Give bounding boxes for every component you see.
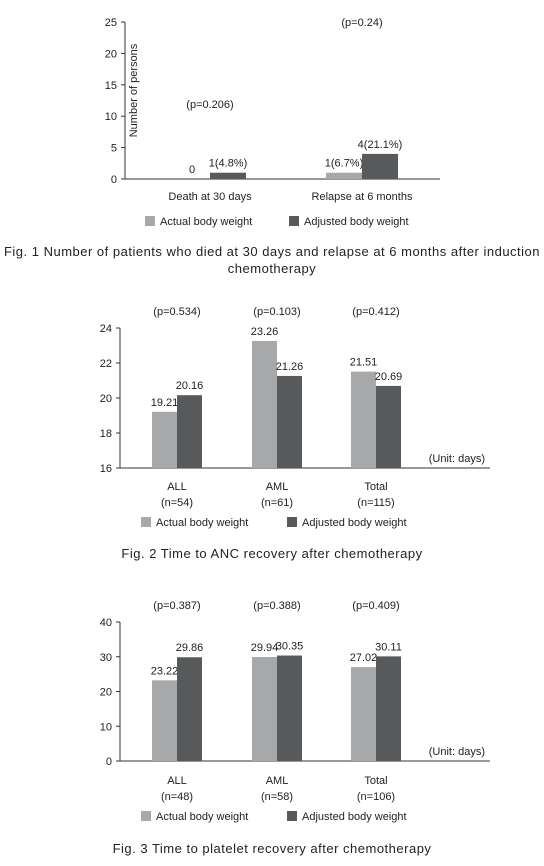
data-label: 21.26 xyxy=(276,361,304,373)
y-axis-label: Number of persons xyxy=(128,43,140,137)
y-tick-label: 20 xyxy=(100,687,112,699)
bar-actual xyxy=(351,371,376,468)
legend-label-actual: Actual body weight xyxy=(156,811,248,823)
y-tick-label: 10 xyxy=(100,721,112,733)
y-tick-label: 0 xyxy=(111,174,117,186)
data-label: 4(21.1%) xyxy=(358,139,403,151)
data-label: 21.51 xyxy=(350,357,378,369)
sample-size-label: (n=106) xyxy=(357,791,395,803)
data-label: 30.35 xyxy=(276,641,304,653)
y-tick-label: 10 xyxy=(105,111,117,123)
sample-size-label: (n=115) xyxy=(357,497,394,509)
category-label: Death at 30 days xyxy=(168,191,252,203)
bar-adjusted xyxy=(210,172,246,179)
category-label: AML xyxy=(266,775,289,787)
y-tick-label: 24 xyxy=(100,323,112,335)
sample-size-label: (n=61) xyxy=(261,497,293,509)
p-value-label: (p=0.387) xyxy=(153,600,200,612)
category-label: Total xyxy=(364,481,387,493)
sample-size-label: (n=54) xyxy=(161,497,193,509)
data-label: 23.26 xyxy=(251,326,279,338)
figure-2-caption: Fig. 2 Time to ANC recovery after chemot… xyxy=(121,546,423,561)
legend-label-adjusted: Adjusted body weight xyxy=(304,216,409,228)
y-tick-label: 18 xyxy=(100,428,112,440)
category-label: ALL xyxy=(167,481,187,493)
y-tick-label: 22 xyxy=(100,358,112,370)
data-label: 29.86 xyxy=(176,642,204,654)
unit-label: (Unit: days) xyxy=(429,453,485,465)
y-tick-label: 0 xyxy=(106,756,112,768)
y-tick-label: 20 xyxy=(100,393,112,405)
data-label: 20.69 xyxy=(375,371,403,383)
data-label: 19.21 xyxy=(151,397,179,409)
bar-adjusted xyxy=(362,153,398,179)
p-value-label: (p=0.388) xyxy=(253,600,300,612)
y-tick-label: 30 xyxy=(100,652,112,664)
p-value-label: (p=0.534) xyxy=(153,306,200,318)
legend-label-actual: Actual body weight xyxy=(160,216,252,228)
legend-swatch-adjusted xyxy=(287,811,297,821)
data-label: 1(6.7%) xyxy=(325,158,364,170)
bar-actual xyxy=(326,172,362,179)
p-value-label: (p=0.103) xyxy=(253,306,300,318)
data-label: 30.11 xyxy=(375,641,402,653)
sample-size-label: (n=58) xyxy=(261,791,293,803)
figure-3-chart: 0 10 20 30 40 (Unit: days) 23.22 29.86 ALL (n=48)… xyxy=(100,600,490,823)
legend-swatch-adjusted xyxy=(287,517,297,527)
figure-1-chart: 0 5 10 15 20 25 Number of persons 0 1(4.8%) Death… xyxy=(105,17,440,228)
data-label: 20.16 xyxy=(176,380,204,392)
data-label: 27.02 xyxy=(350,652,378,664)
category-label: ALL xyxy=(167,775,187,787)
legend-swatch-adjusted xyxy=(289,216,299,226)
y-tick-label: 25 xyxy=(105,17,117,29)
bar-actual xyxy=(152,680,177,761)
figure-3-caption: Fig. 3 Time to platelet recovery after c… xyxy=(112,841,432,856)
bar-actual xyxy=(252,656,277,761)
legend-label-adjusted: Adjusted body weight xyxy=(302,517,407,529)
y-tick-label: 20 xyxy=(105,48,117,60)
p-value-label: (p=0.412) xyxy=(352,306,399,318)
sample-size-label: (n=48) xyxy=(161,791,193,803)
bar-adjusted xyxy=(376,656,401,761)
data-label: 1(4.8%) xyxy=(209,158,248,170)
category-label: Relapse at 6 months xyxy=(312,191,413,203)
bar-actual xyxy=(152,411,177,468)
data-label: 23.22 xyxy=(151,665,179,677)
data-label: 0 xyxy=(189,164,195,176)
legend-label-actual: Actual body weight xyxy=(156,517,248,529)
y-tick-label: 5 xyxy=(111,143,117,155)
legend-label-adjusted: Adjusted body weight xyxy=(302,811,407,823)
p-value-label: (p=0.409) xyxy=(352,600,399,612)
legend-swatch-actual xyxy=(145,216,155,226)
legend-swatch-actual xyxy=(141,517,151,527)
p-value-label: (p=0.24) xyxy=(341,17,382,29)
y-tick-label: 15 xyxy=(105,80,117,92)
y-tick-label: 40 xyxy=(100,617,112,629)
category-label: Total xyxy=(364,775,387,787)
legend-swatch-actual xyxy=(141,811,151,821)
bar-adjusted xyxy=(177,395,202,468)
bar-actual xyxy=(252,340,277,468)
figure-1-caption: Fig. 1 Number of patients who died at 30… xyxy=(3,244,541,276)
data-label: 29.94 xyxy=(251,642,279,654)
bar-adjusted xyxy=(177,657,202,761)
p-value-label: (p=0.206) xyxy=(186,99,233,111)
y-tick-label: 16 xyxy=(100,463,112,475)
bar-actual xyxy=(351,667,376,761)
category-label: AML xyxy=(266,481,289,493)
unit-label: (Unit: days) xyxy=(429,746,485,758)
bar-adjusted xyxy=(277,655,302,761)
bar-adjusted xyxy=(376,385,401,468)
figure-2-chart: 16 18 20 22 24 (Unit: days) 19.21 20.16 ALL (n=54… xyxy=(100,306,490,529)
bar-adjusted xyxy=(277,375,302,468)
